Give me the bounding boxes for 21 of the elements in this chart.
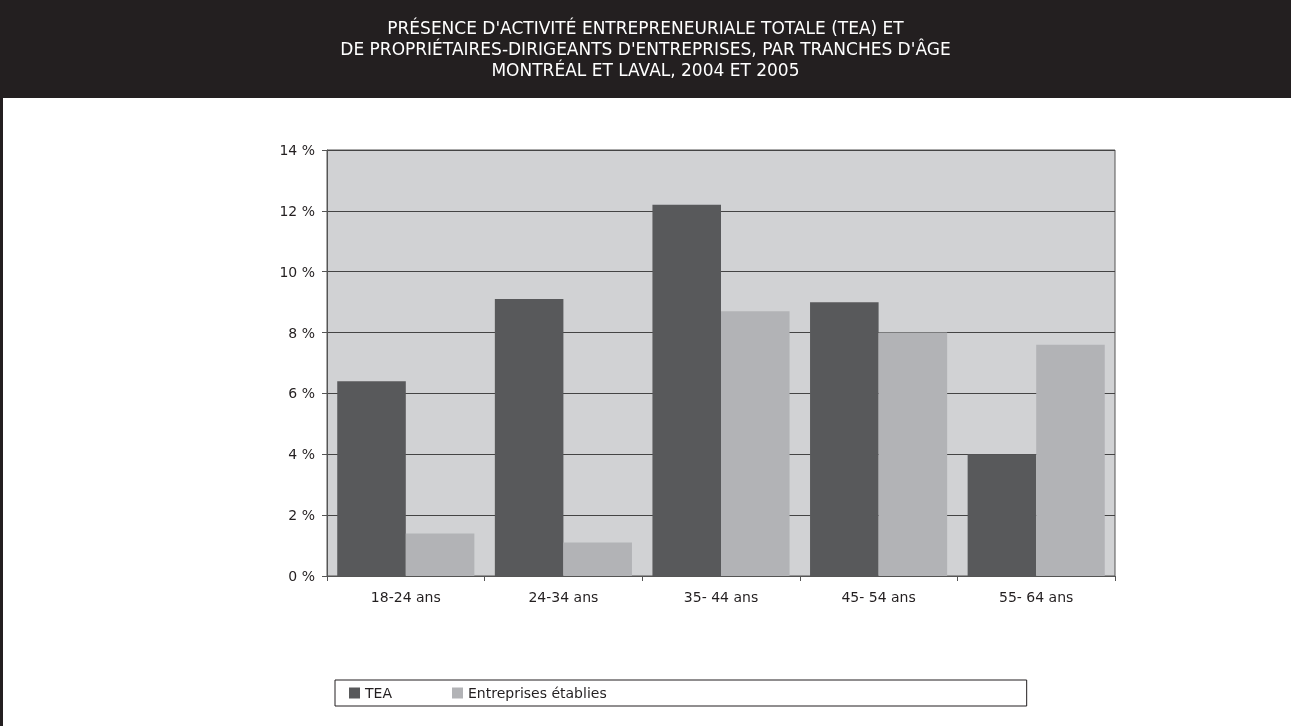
y-tick-label: 12 % (279, 202, 315, 219)
x-tick-label: 45- 54 ans (841, 589, 916, 605)
x-tick-label: 24-34 ans (528, 589, 599, 605)
bar (1036, 344, 1105, 576)
x-tick-label: 35- 44 ans (683, 589, 759, 605)
y-tick-label: 2 % (288, 507, 315, 524)
bar (405, 533, 475, 576)
legend-label: TEA (364, 685, 393, 701)
x-tick-label: 55- 64 ans (999, 589, 1074, 605)
y-tick-label: 8 % (288, 324, 315, 341)
y-tick-label: 4 % (288, 446, 315, 463)
bar (563, 542, 632, 576)
bar (878, 332, 948, 576)
y-tick-label: 6 % (288, 385, 315, 402)
y-tick-label: 0 % (288, 568, 315, 584)
bar (721, 311, 790, 576)
legend-label: Entreprises établies (467, 685, 607, 701)
y-tick-label: 10 % (279, 263, 315, 280)
y-tick-label: 14 % (279, 142, 315, 158)
chart-title: PRÉSENCE D'ACTIVITÉ ENTREPRENEURIALE TOTALE (TEA) ET DE PROPRIÉTAIRES-DIRIGEANTS D'ENTREPRISES, PAR TRANCHES D'ÂGE MONTRÉAL ET LAVAL, 2004 ET 2005 (0, 0, 1291, 98)
x-tick-label: 18-24 ans (370, 589, 441, 605)
